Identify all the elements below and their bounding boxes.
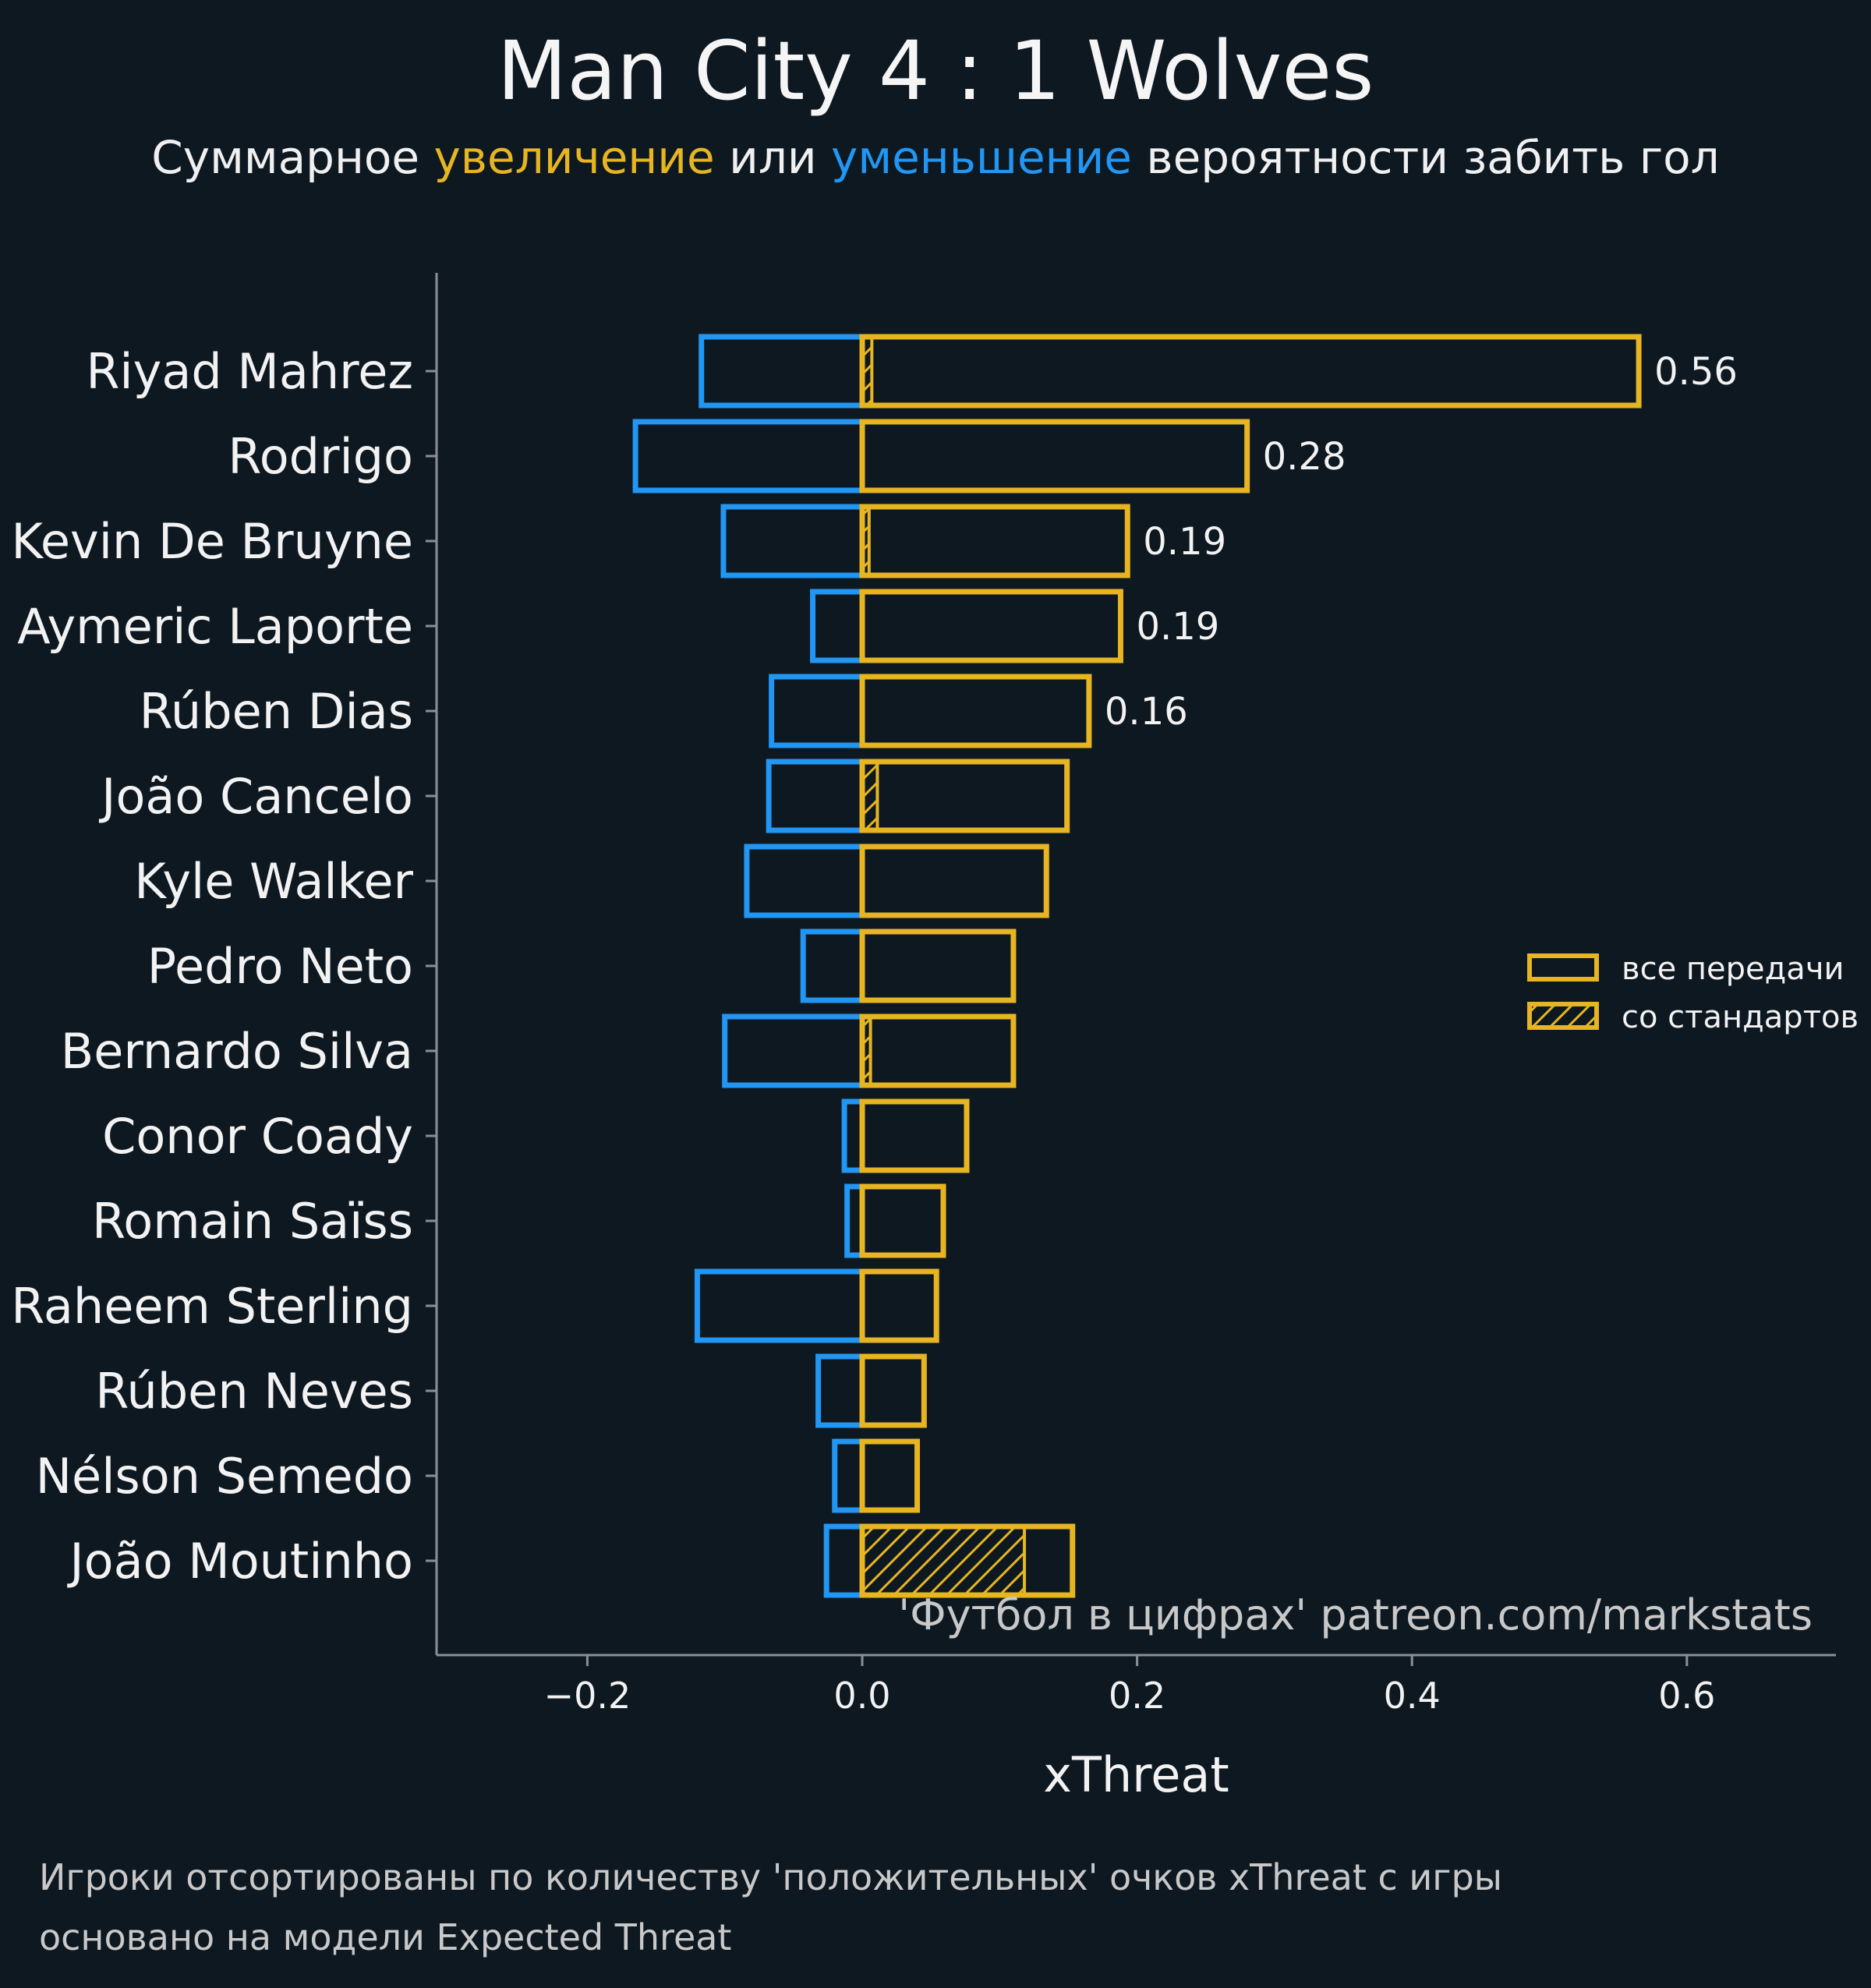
y-tick-label: Aymeric Laporte [17, 598, 413, 655]
data-label: 0.16 [1105, 690, 1188, 734]
positive-bar [859, 1098, 970, 1173]
y-tick-label: Kyle Walker [134, 853, 413, 910]
negative-bar [832, 1438, 865, 1513]
x-axis-label: xThreat [1043, 1746, 1229, 1803]
y-tick-label: Romain Saïss [92, 1193, 413, 1250]
legend-swatch [1527, 953, 1599, 982]
positive-bar [859, 1268, 939, 1343]
x-tick-label: 0.6 [1658, 1675, 1715, 1717]
negative-bar [720, 504, 865, 578]
data-label: 0.19 [1136, 605, 1219, 649]
y-tick-label: Rúben Neves [95, 1363, 413, 1420]
x-tick-label: 0.0 [833, 1675, 890, 1717]
negative-bar [815, 1353, 865, 1428]
negative-bar [823, 1523, 865, 1598]
positive-bar [859, 674, 1092, 748]
positive-bar [859, 1013, 1017, 1088]
y-tick-label: Conor Coady [102, 1108, 413, 1165]
positive-bar [859, 504, 1130, 578]
legend-swatch [1527, 1002, 1599, 1030]
footnote-line-2: основано на модели Expected Threat [39, 1916, 732, 1958]
footnotes: Игроки отсортированы по количеству 'поло… [39, 1848, 1502, 1968]
y-tick-label: Raheem Sterling [11, 1278, 413, 1335]
positive-bar [859, 1353, 927, 1428]
chart-title: Man City 4 : 1 Wolves [497, 23, 1374, 119]
chart-subtitle: Суммарное увеличение или уменьшение веро… [0, 131, 1871, 184]
data-label: 0.56 [1654, 350, 1738, 394]
negative-bar [769, 674, 865, 748]
negative-bar [699, 334, 865, 409]
legend-label: все передачи [1622, 951, 1844, 987]
y-tick-label: Rúben Dias [140, 683, 413, 740]
y-tick-label: Rodrigo [228, 428, 413, 485]
positive-bar [859, 759, 1070, 833]
subtitle-positive-word: увеличение [433, 131, 715, 184]
negative-bar [632, 419, 865, 493]
x-tick-label: 0.4 [1384, 1675, 1441, 1717]
positive-bar [859, 1438, 921, 1513]
set-piece-bar [861, 1525, 1027, 1597]
negative-bar [722, 1013, 865, 1088]
x-tick-label: 0.2 [1109, 1675, 1165, 1717]
positive-bar [859, 589, 1123, 663]
y-tick-label: João Cancelo [98, 768, 413, 825]
negative-bar [744, 844, 865, 918]
subtitle-negative-word: уменьшение [831, 131, 1132, 184]
negative-bar [810, 589, 865, 663]
y-tick-label: Bernardo Silva [61, 1023, 413, 1080]
positive-bar [859, 929, 1017, 1003]
negative-bar [800, 929, 865, 1003]
x-tick-label: −0.2 [544, 1675, 631, 1717]
negative-bar [694, 1268, 865, 1343]
y-tick-label: Pedro Neto [147, 938, 413, 995]
data-label: 0.28 [1263, 435, 1346, 479]
subtitle-part3: вероятности забить гол [1146, 131, 1720, 184]
y-tick-label: Kevin De Bruyne [11, 513, 413, 570]
y-tick-label: João Moutinho [66, 1533, 413, 1590]
negative-bar [766, 759, 865, 833]
positive-bar [859, 419, 1250, 493]
subtitle-part2: или [729, 131, 817, 184]
positive-bar [859, 844, 1049, 918]
positive-bar [859, 334, 1642, 409]
watermark: 'Футбол в цифрах' patreon.com/markstats [898, 1590, 1813, 1640]
footnote-line-1: Игроки отсортированы по количеству 'поло… [39, 1856, 1502, 1898]
positive-bar [859, 1183, 946, 1258]
subtitle-part1: Суммарное [151, 131, 420, 184]
legend-label: со стандартов [1622, 999, 1859, 1035]
y-tick-label: Riyad Mahrez [86, 343, 413, 400]
positive-bar [859, 1523, 1076, 1598]
data-label: 0.19 [1143, 520, 1226, 564]
y-tick-label: Nélson Semedo [36, 1448, 413, 1505]
